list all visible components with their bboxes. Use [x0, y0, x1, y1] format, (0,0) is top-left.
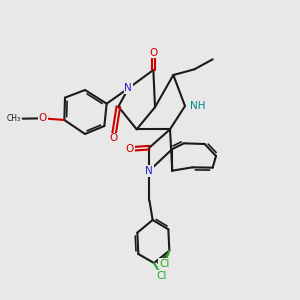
Text: O: O: [149, 48, 158, 58]
Text: Cl: Cl: [159, 259, 169, 269]
Text: O: O: [109, 133, 118, 143]
Text: O: O: [126, 144, 134, 154]
Text: N: N: [124, 83, 132, 93]
Text: O: O: [38, 113, 47, 123]
Text: N: N: [146, 166, 153, 176]
Text: CH₃: CH₃: [7, 114, 21, 123]
Text: Cl: Cl: [157, 271, 167, 281]
Text: NH: NH: [190, 101, 206, 111]
